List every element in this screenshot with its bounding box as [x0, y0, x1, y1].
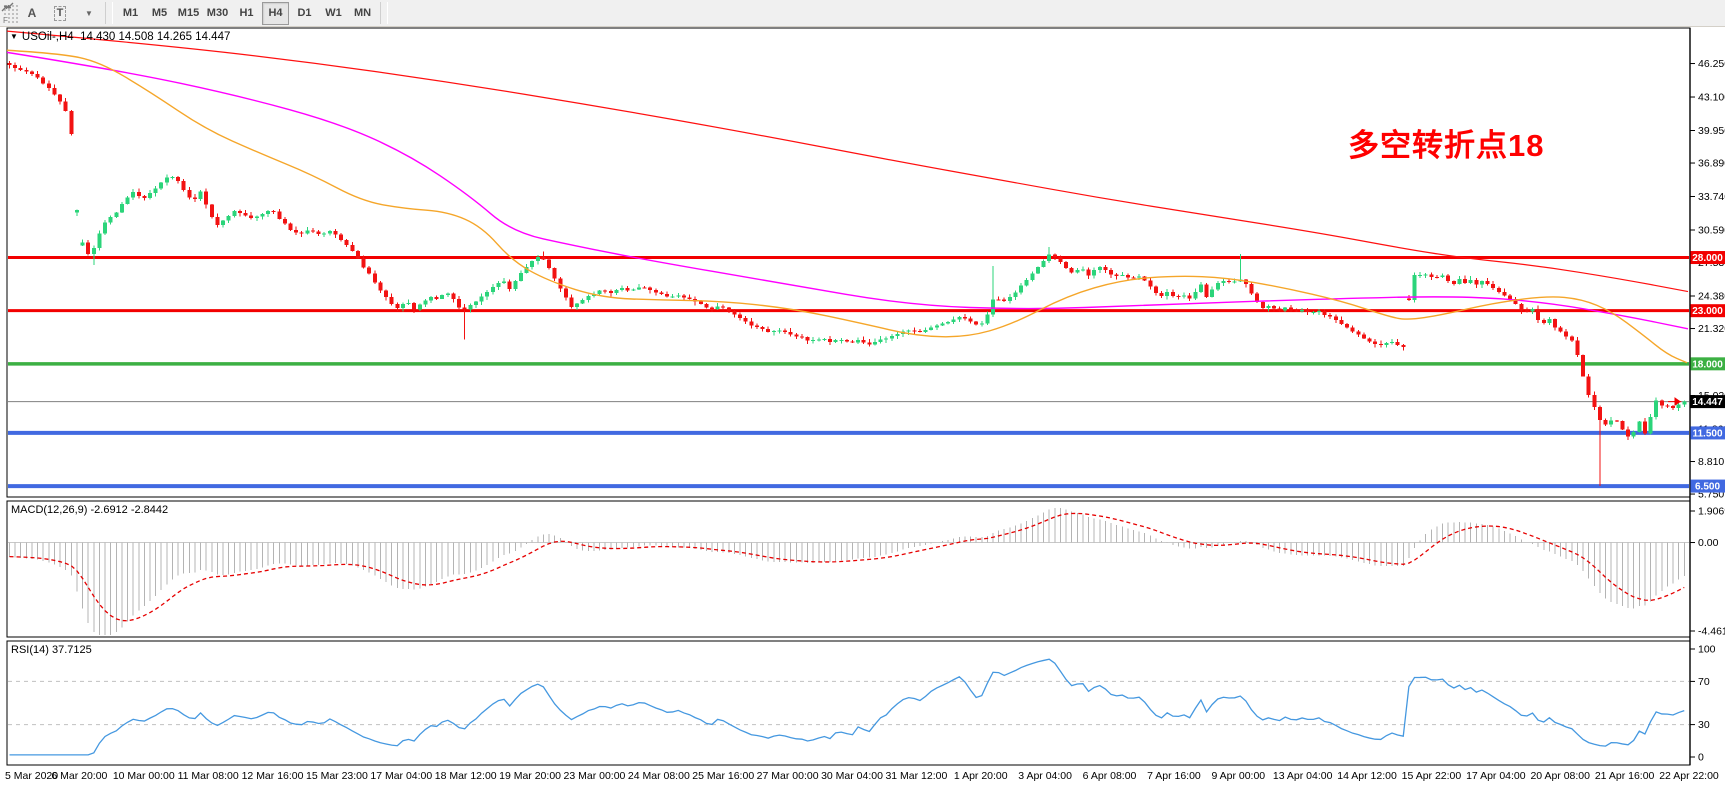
- svg-text:33.740: 33.740: [1698, 191, 1725, 203]
- price-tag-11.500: [1690, 426, 1725, 440]
- svg-text:18 Mar 12:00: 18 Mar 12:00: [435, 770, 497, 782]
- svg-text:17 Apr 04:00: 17 Apr 04:00: [1466, 770, 1526, 782]
- svg-text:11 Mar 08:00: 11 Mar 08:00: [178, 770, 239, 782]
- svg-text:-4.4614: -4.4614: [1698, 626, 1725, 638]
- svg-text:24 Mar 08:00: 24 Mar 08:00: [628, 770, 690, 782]
- svg-text:14 Apr 12:00: 14 Apr 12:00: [1337, 770, 1397, 782]
- svg-text:15 Mar 23:00: 15 Mar 23:00: [306, 770, 368, 782]
- toolbar-handle-label: F: [3, 16, 8, 25]
- timeframe-button-m5[interactable]: M5: [151, 7, 168, 19]
- svg-text:1 Apr 20:00: 1 Apr 20:00: [954, 770, 1008, 782]
- text-t-icon: T: [53, 5, 67, 21]
- cursor-a-icon: A: [27, 6, 37, 20]
- main-chart-pane[interactable]: [6, 27, 1691, 498]
- svg-text:46.250: 46.250: [1698, 58, 1725, 70]
- cursor-tool-button[interactable]: A: [19, 1, 45, 25]
- svg-text:13 Apr 04:00: 13 Apr 04:00: [1273, 770, 1333, 782]
- price-axis: 46.25043.10039.95036.89033.74030.59027.5…: [1690, 58, 1725, 764]
- toolbar-separator: [380, 2, 388, 24]
- slow-ma-red: [6, 30, 1689, 293]
- macd-pane[interactable]: [6, 500, 1691, 638]
- timeframe-button-mn[interactable]: MN: [353, 7, 372, 19]
- svg-text:3 Apr 04:00: 3 Apr 04:00: [1018, 770, 1072, 782]
- fast-ma-orange: [6, 49, 1688, 364]
- svg-text:100: 100: [1698, 644, 1716, 656]
- svg-text:39.950: 39.950: [1698, 125, 1725, 137]
- svg-text:23 Mar 00:00: 23 Mar 00:00: [564, 770, 626, 782]
- svg-text:25 Mar 16:00: 25 Mar 16:00: [692, 770, 754, 782]
- rsi-pane[interactable]: [6, 640, 1691, 766]
- timeframe-button-w1[interactable]: W1: [325, 7, 342, 19]
- svg-text:6.500: 6.500: [1695, 482, 1720, 493]
- svg-text:18.000: 18.000: [1692, 359, 1723, 370]
- svg-text:30 Mar 04:00: 30 Mar 04:00: [821, 770, 883, 782]
- svg-text:5 Mar 2020: 5 Mar 2020: [5, 770, 58, 782]
- svg-text:1.9069: 1.9069: [1698, 506, 1725, 518]
- price-tag-14.447: [1690, 395, 1725, 409]
- svg-text:0.00: 0.00: [1698, 537, 1719, 549]
- svg-text:22 Apr 22:00: 22 Apr 22:00: [1659, 770, 1719, 782]
- svg-text:21 Apr 16:00: 21 Apr 16:00: [1595, 770, 1655, 782]
- drawing-tools-button[interactable]: ▼: [1, 1, 101, 25]
- svg-text:0: 0: [1698, 752, 1704, 764]
- price-tag-18.000: [1690, 357, 1725, 371]
- svg-text:43.100: 43.100: [1698, 92, 1725, 104]
- svg-text:9 Apr 00:00: 9 Apr 00:00: [1211, 770, 1265, 782]
- price-level-lines: [8, 256, 1689, 489]
- svg-text:30.590: 30.590: [1698, 225, 1725, 237]
- toolbar: F A T ▼ M1 M5 M15 M30 H1 H4 D1 W1 MN: [0, 0, 1725, 27]
- svg-text:19 Mar 20:00: 19 Mar 20:00: [499, 770, 561, 782]
- svg-text:24.380: 24.380: [1698, 291, 1725, 303]
- svg-text:14.447: 14.447: [1692, 397, 1723, 408]
- diagonal-arrows-icon: [1, 2, 14, 12]
- macd-histogram: [9, 508, 1685, 635]
- svg-text:21.320: 21.320: [1698, 323, 1725, 335]
- price-tag-6.500: [1690, 479, 1725, 493]
- timeframe-button-d1[interactable]: D1: [297, 7, 312, 19]
- svg-text:6 Mar 20:00: 6 Mar 20:00: [51, 770, 107, 782]
- svg-text:27 Mar 00:00: 27 Mar 00:00: [757, 770, 819, 782]
- svg-text:8.810: 8.810: [1698, 456, 1724, 468]
- mid-ma-magenta: [6, 51, 1689, 330]
- price-tag-28.000: [1690, 251, 1725, 265]
- last-price-arrow-icon: [1668, 397, 1682, 407]
- svg-text:6 Apr 08:00: 6 Apr 08:00: [1083, 770, 1137, 782]
- timeframe-button-m30[interactable]: M30: [206, 7, 229, 19]
- svg-text:31 Mar 12:00: 31 Mar 12:00: [885, 770, 947, 782]
- svg-text:12 Mar 16:00: 12 Mar 16:00: [242, 770, 304, 782]
- svg-text:11.500: 11.500: [1692, 428, 1722, 439]
- rsi-line: [9, 658, 1685, 756]
- svg-text:23.000: 23.000: [1692, 306, 1723, 317]
- svg-text:36.890: 36.890: [1698, 158, 1725, 170]
- svg-text:15 Apr 22:00: 15 Apr 22:00: [1402, 770, 1462, 782]
- toolbar-separator: [105, 2, 113, 24]
- svg-text:17 Mar 04:00: 17 Mar 04:00: [370, 770, 432, 782]
- svg-text:10 Mar 00:00: 10 Mar 00:00: [113, 770, 175, 782]
- svg-text:70: 70: [1698, 676, 1710, 688]
- svg-text:20 Apr 08:00: 20 Apr 08:00: [1530, 770, 1590, 782]
- svg-text:28.000: 28.000: [1692, 253, 1723, 264]
- timeframe-button-m15[interactable]: M15: [177, 7, 200, 19]
- timeframe-buttons: M1 M5 M15 M30 H1 H4 D1 W1 MN: [116, 1, 377, 25]
- timeframe-button-h4[interactable]: H4: [262, 1, 289, 25]
- dropdown-caret-icon: ▼: [85, 8, 93, 18]
- timeframe-button-m1[interactable]: M1: [122, 7, 139, 19]
- text-tool-button[interactable]: T: [47, 1, 73, 25]
- candles: [7, 61, 1687, 487]
- price-tag-23.000: [1690, 304, 1725, 318]
- timeframe-button-h1[interactable]: H1: [239, 7, 254, 19]
- macd-signal-line: [9, 512, 1685, 622]
- svg-text:7 Apr 16:00: 7 Apr 16:00: [1147, 770, 1201, 782]
- svg-text:30: 30: [1698, 719, 1710, 731]
